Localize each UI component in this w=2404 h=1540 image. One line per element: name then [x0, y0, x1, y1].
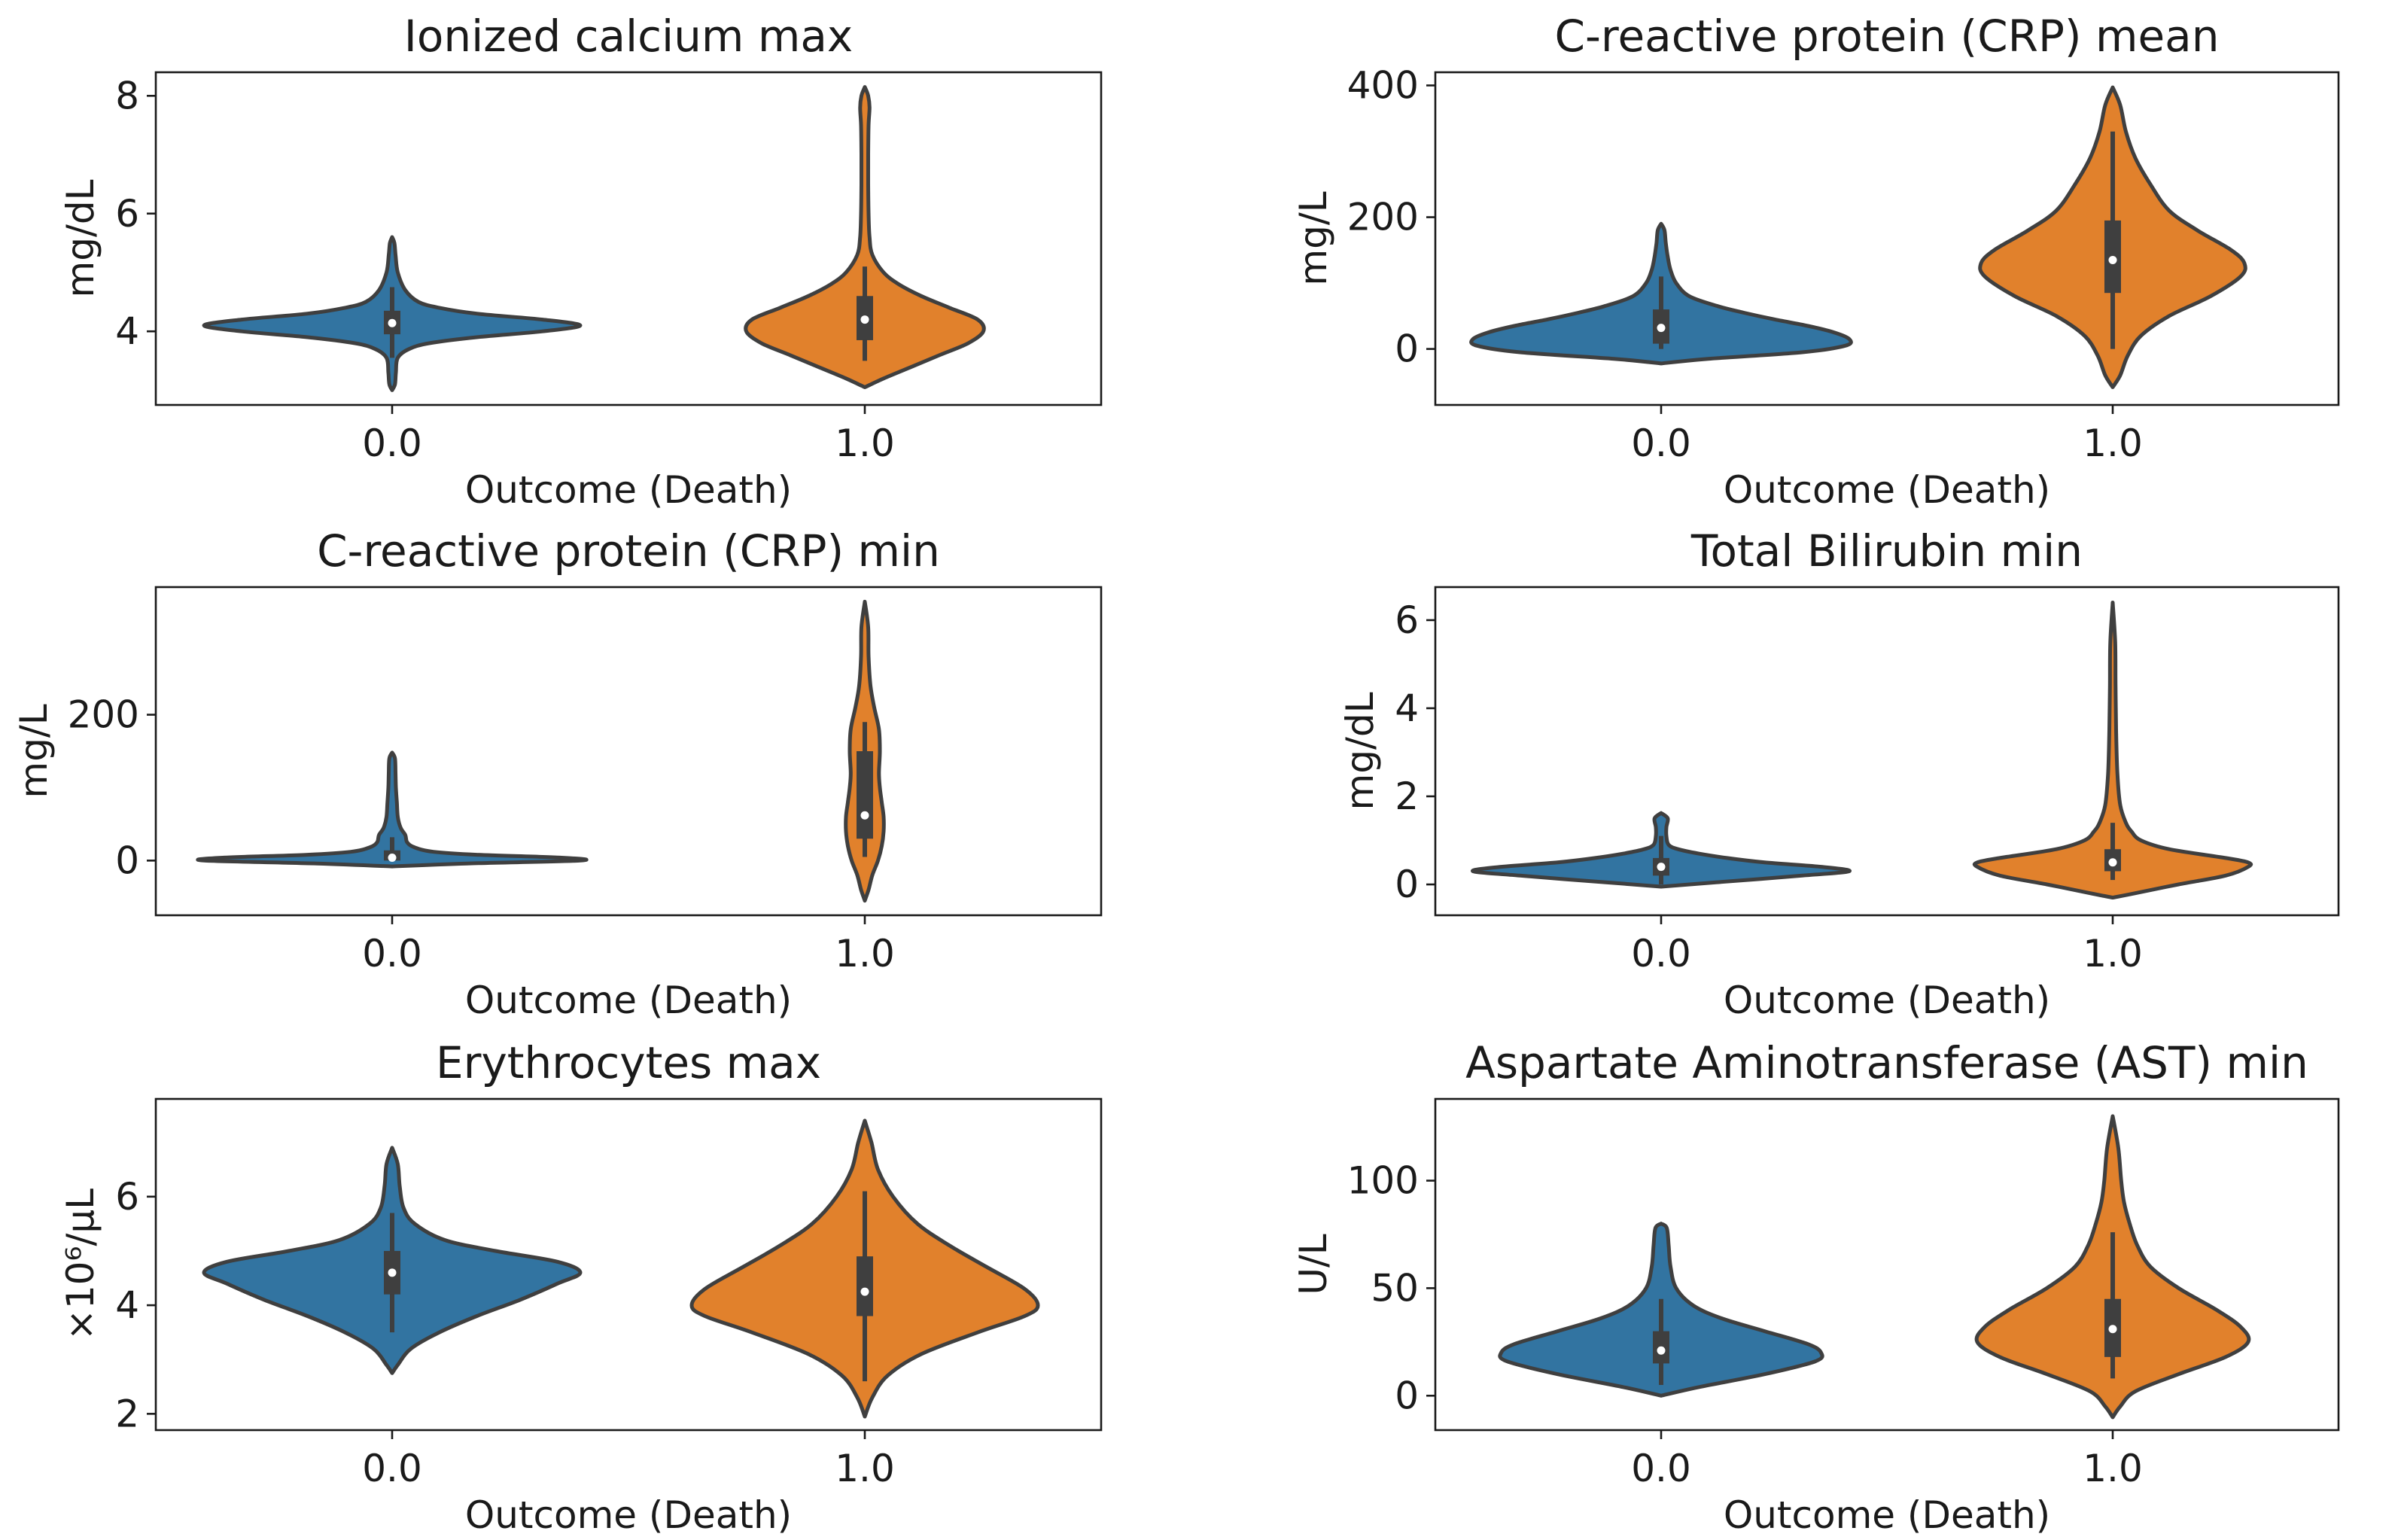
- y-axis-label: ×10⁶/µL: [59, 1188, 102, 1341]
- x-axis-label: Outcome (Death): [465, 1493, 792, 1537]
- median-marker-0.0: [388, 318, 397, 327]
- x-tick-label: 1.0: [835, 422, 895, 465]
- median-marker-0.0: [1657, 324, 1666, 333]
- median-marker-1.0: [2108, 255, 2117, 264]
- y-tick-label: 0: [1395, 327, 1419, 371]
- y-tick-label: 200: [68, 693, 139, 737]
- y-tick-label: 100: [1347, 1159, 1419, 1203]
- chart-title: Aspartate Aminotransferase (AST) min: [1465, 1037, 2308, 1088]
- subplot-2: C-reactive protein (CRP) mean 0 200 400 0.0 1…: [1292, 11, 2340, 512]
- subplot-3: C-reactive protein (CRP) min 0 200 0.0 1.0 Ou…: [12, 525, 1103, 1022]
- y-tick-label: 0: [115, 838, 139, 882]
- chart-title: Erythrocytes max: [436, 1037, 821, 1088]
- y-tick-label: 4: [115, 309, 139, 353]
- median-marker-1.0: [860, 811, 869, 820]
- axes-frame: [154, 71, 1103, 406]
- subplot-4: Total Bilirubin min 0 2 4 6 0.0 1.0 Outcome (De…: [1338, 525, 2340, 1022]
- x-tick-label: 1.0: [2083, 932, 2143, 975]
- axes-frame: [1434, 71, 2340, 406]
- y-axis-label: mg/L: [1292, 191, 1335, 285]
- y-tick-label: 0: [1395, 863, 1419, 906]
- y-tick-label: 2: [115, 1392, 139, 1435]
- median-marker-0.0: [388, 853, 397, 862]
- x-tick-label: 0.0: [1631, 422, 1691, 465]
- chart-title: C-reactive protein (CRP) min: [317, 525, 940, 577]
- subplot-5: Erythrocytes max 2 4 6 0.0 1.0 Outcome (Death)…: [59, 1037, 1103, 1537]
- x-axis-label: Outcome (Death): [465, 978, 792, 1022]
- iqr-box-1.0: [857, 1256, 873, 1316]
- axes-frame: [154, 1097, 1103, 1432]
- y-tick-label: 400: [1347, 64, 1419, 108]
- y-tick-label: 4: [115, 1283, 139, 1327]
- iqr-box-1.0: [857, 751, 873, 839]
- y-tick-label: 6: [115, 1175, 139, 1219]
- y-axis-label: mg/dL: [1338, 692, 1382, 810]
- x-tick-label: 1.0: [835, 932, 895, 975]
- subplot-6: Aspartate Aminotransferase (AST) min 0 50 1…: [1292, 1037, 2340, 1537]
- x-axis-label: Outcome (Death): [465, 468, 792, 512]
- median-marker-0.0: [1657, 1346, 1666, 1355]
- x-axis-label: Outcome (Death): [1724, 1493, 2050, 1537]
- y-tick-label: 200: [1347, 196, 1419, 239]
- x-tick-label: 1.0: [2083, 422, 2143, 465]
- violin-outcome-1.0: [1972, 601, 2253, 900]
- y-axis-label: U/L: [1292, 1234, 1335, 1295]
- y-tick-label: 6: [115, 192, 139, 236]
- y-tick-label: 2: [1395, 775, 1419, 818]
- violin-outcome-1.0: [744, 85, 986, 389]
- x-tick-label: 0.0: [1631, 1447, 1691, 1490]
- x-axis-label: Outcome (Death): [1724, 468, 2050, 512]
- y-tick-label: 50: [1371, 1266, 1419, 1310]
- violin-outcome-0.0: [196, 750, 589, 869]
- median-marker-1.0: [2108, 1325, 2117, 1334]
- median-marker-0.0: [388, 1268, 397, 1277]
- chart-title: Ionized calcium max: [404, 11, 853, 62]
- y-tick-label: 8: [115, 74, 139, 117]
- axes-frame: [1434, 1097, 2340, 1432]
- axes-frame: [154, 586, 1103, 917]
- y-tick-label: 4: [1395, 686, 1419, 730]
- median-marker-1.0: [860, 315, 869, 324]
- x-axis-label: Outcome (Death): [1724, 978, 2050, 1022]
- chart-title: Total Bilirubin min: [1690, 525, 2083, 577]
- y-axis-label: mg/L: [12, 704, 56, 798]
- x-tick-label: 1.0: [835, 1447, 895, 1490]
- y-tick-label: 6: [1395, 598, 1419, 642]
- chart-title: C-reactive protein (CRP) mean: [1555, 11, 2220, 62]
- x-tick-label: 0.0: [362, 1447, 422, 1490]
- subplot-1: Ionized calcium max 4 6 8 0.0 1.0 Outcome (Dea…: [59, 11, 1103, 512]
- y-tick-label: 0: [1395, 1374, 1419, 1417]
- x-tick-label: 0.0: [362, 932, 422, 975]
- x-tick-label: 0.0: [1631, 932, 1691, 975]
- median-marker-1.0: [2108, 858, 2117, 867]
- x-tick-label: 1.0: [2083, 1447, 2143, 1490]
- y-axis-label: mg/dL: [59, 179, 102, 297]
- axes-frame: [1434, 586, 2340, 917]
- median-marker-1.0: [860, 1287, 869, 1296]
- x-tick-label: 0.0: [362, 422, 422, 465]
- median-marker-0.0: [1657, 863, 1666, 872]
